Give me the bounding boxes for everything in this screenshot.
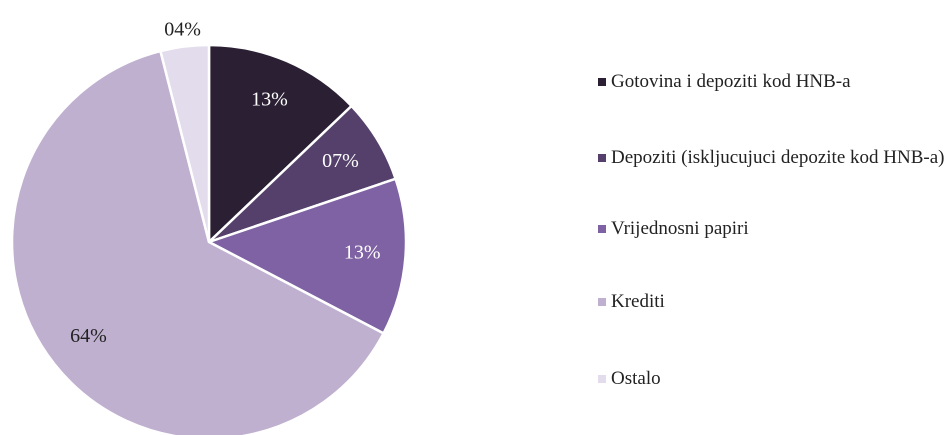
data-label: 13% [344,242,381,264]
legend-item: Krediti [598,290,948,313]
legend-swatch [598,154,606,162]
legend-swatch [598,78,606,86]
legend-item: Depoziti (iskljucujuci depozite kod HNB-… [598,146,948,169]
legend-swatch [598,298,606,306]
data-label: 04% [164,18,201,40]
legend-item: Gotovina i depoziti kod HNB-a [598,70,948,93]
data-label: 64% [70,325,107,347]
data-label: 07% [322,150,359,172]
legend-item: Ostalo [598,367,948,390]
pie-slice [158,43,211,243]
legend-label: Gotovina i depoziti kod HNB-a [611,71,851,92]
legend-label: Vrijednosni papiri [611,218,749,239]
legend-swatch [598,375,606,383]
pie-slice [10,49,386,435]
pie-slice [205,177,408,336]
legend-label: Krediti [611,291,665,312]
pie-slice [207,43,354,245]
legend-label: Depoziti (iskljucujuci depozite kod HNB-… [611,147,945,168]
legend-item: Vrijednosni papiri [598,217,948,240]
data-label: 13% [251,88,288,110]
legend-label: Ostalo [611,368,661,389]
legend-swatch [598,225,606,233]
